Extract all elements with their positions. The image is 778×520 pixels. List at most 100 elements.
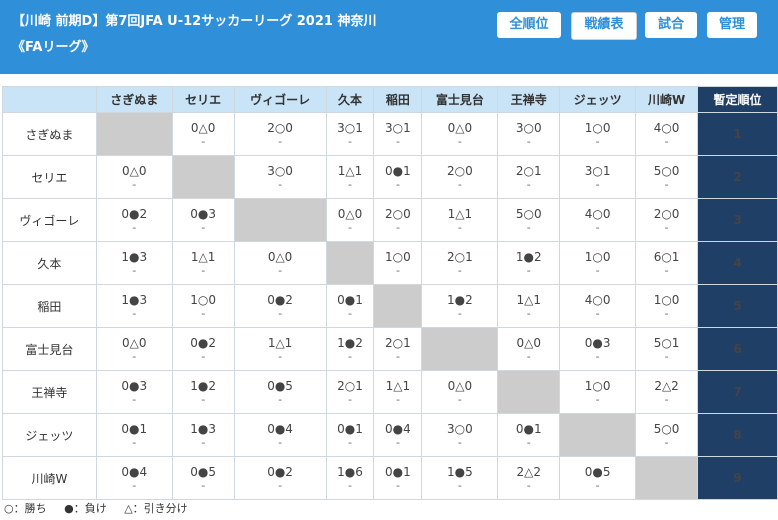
results-table: さぎぬま セリエ ヴィゴーレ 久本 稲田 富士見台 王禅寺 ジェッツ 川崎W 暫定順位 さぎぬま 0… [2, 86, 778, 500]
second-leg-text: - [278, 393, 283, 406]
team-name[interactable]: 久本 [2, 241, 97, 285]
result-cell[interactable]: 1○0- [635, 284, 699, 328]
result-cell[interactable]: 0●4- [373, 413, 423, 457]
result-cell[interactable]: 0●1- [325, 284, 375, 328]
result-cell[interactable]: 2○0- [635, 198, 699, 242]
result-cell[interactable]: 0△0- [421, 370, 499, 414]
result-cell[interactable]: 4○0- [635, 112, 699, 156]
result-cell[interactable]: 0●1- [373, 155, 423, 199]
result-cell[interactable]: 2○1- [421, 241, 499, 285]
second-leg-text: - [664, 436, 669, 449]
result-cell[interactable]: 5○0- [635, 155, 699, 199]
result-cell[interactable]: 1△1- [233, 327, 327, 371]
result-cell[interactable]: 0●1- [95, 413, 173, 457]
result-cell[interactable]: 3○1- [559, 155, 637, 199]
result-cell[interactable]: 2△2- [497, 456, 561, 500]
team-name[interactable]: セリエ [2, 155, 97, 199]
rank-cell: 4 [697, 241, 778, 285]
result-cell[interactable]: 1○0- [559, 112, 637, 156]
result-cell[interactable]: 5○0- [635, 413, 699, 457]
result-cell[interactable]: 2○1- [373, 327, 423, 371]
team-name[interactable]: 川崎W [2, 456, 97, 500]
result-cell[interactable]: 0●5- [171, 456, 235, 500]
result-cell[interactable]: 1△1- [325, 155, 375, 199]
result-cell[interactable]: 0△0- [233, 241, 327, 285]
table-header-row: さぎぬま セリエ ヴィゴーレ 久本 稲田 富士見台 王禅寺 ジェッツ 川崎W 暫定順位 [2, 86, 778, 113]
result-cell[interactable]: 2○0- [373, 198, 423, 242]
result-cell[interactable]: 2○1- [325, 370, 375, 414]
result-cell[interactable]: 0●2- [171, 327, 235, 371]
result-cell[interactable]: 0△0- [95, 155, 173, 199]
result-cell[interactable]: 1●2- [421, 284, 499, 328]
result-cell[interactable]: 0●5- [559, 456, 637, 500]
result-cell[interactable]: 0△0- [171, 112, 235, 156]
score-text: 0●3 [584, 336, 611, 350]
result-cell[interactable]: 3○0- [421, 413, 499, 457]
result-cell[interactable]: 3○0- [233, 155, 327, 199]
team-name[interactable]: さぎぬま [2, 112, 97, 156]
result-cell[interactable]: 0●2- [233, 456, 327, 500]
result-cell[interactable]: 0△0- [421, 112, 499, 156]
result-cell[interactable]: 1△1- [373, 370, 423, 414]
result-cell[interactable]: 0△0- [325, 198, 375, 242]
result-cell[interactable]: 0●3- [171, 198, 235, 242]
second-leg-text: - [595, 221, 600, 234]
result-cell[interactable]: 3○0- [497, 112, 561, 156]
nav-admin-button[interactable]: 管理 [707, 12, 757, 38]
result-cell[interactable]: 1●2- [325, 327, 375, 371]
second-leg-text: - [395, 479, 400, 492]
team-name[interactable]: 富士見台 [2, 327, 97, 371]
score-text: 0●1 [385, 164, 411, 178]
result-cell[interactable]: 4○0- [559, 284, 637, 328]
result-cell[interactable]: 2○1- [497, 155, 561, 199]
result-cell[interactable]: 3○1- [325, 112, 375, 156]
result-cell[interactable]: 3○1- [373, 112, 423, 156]
result-cell[interactable]: 4○0- [559, 198, 637, 242]
result-cell[interactable]: 2○0- [233, 112, 327, 156]
score-text: 0●3 [121, 379, 148, 393]
result-cell[interactable]: 1●2- [497, 241, 561, 285]
result-cell[interactable]: 1○0- [373, 241, 423, 285]
result-cell[interactable]: 1△1- [171, 241, 235, 285]
result-cell[interactable]: 0●1- [325, 413, 375, 457]
nav-all-rankings-button[interactable]: 全順位 [497, 12, 561, 38]
result-cell[interactable]: 5○1- [635, 327, 699, 371]
result-cell[interactable]: 2○0- [421, 155, 499, 199]
result-cell[interactable]: 0●2- [95, 198, 173, 242]
result-cell[interactable]: 1△1- [497, 284, 561, 328]
result-cell[interactable]: 1○0- [559, 370, 637, 414]
result-cell[interactable]: 1●6- [325, 456, 375, 500]
result-cell[interactable]: 0●1- [497, 413, 561, 457]
team-name[interactable]: 稲田 [2, 284, 97, 328]
result-cell[interactable]: 1○0- [171, 284, 235, 328]
nav-results-table-button[interactable]: 戦績表 [571, 12, 637, 40]
nav-matches-button[interactable]: 試合 [645, 12, 697, 38]
result-cell[interactable]: 0△0- [95, 327, 173, 371]
second-leg-text: - [526, 479, 531, 492]
result-cell[interactable]: 1●3- [95, 284, 173, 328]
result-cell[interactable]: 1●3- [95, 241, 173, 285]
result-cell[interactable]: 1●2- [171, 370, 235, 414]
result-cell[interactable]: 0●5- [233, 370, 327, 414]
result-cell[interactable]: 0●2- [233, 284, 327, 328]
team-name[interactable]: 王禅寺 [2, 370, 97, 414]
result-cell[interactable]: 0●4- [95, 456, 173, 500]
score-text: 2△2 [516, 465, 542, 479]
result-cell[interactable]: 0●1- [373, 456, 423, 500]
result-cell[interactable]: 0●3- [95, 370, 173, 414]
column-header: 王禅寺 [497, 86, 561, 113]
score-text: 2○0 [267, 121, 293, 135]
result-cell[interactable]: 5○0- [497, 198, 561, 242]
result-cell[interactable]: 2△2- [635, 370, 699, 414]
result-cell[interactable]: 6○1- [635, 241, 699, 285]
result-cell[interactable]: 1●3- [171, 413, 235, 457]
result-cell[interactable]: 1△1- [421, 198, 499, 242]
result-cell[interactable]: 0●4- [233, 413, 327, 457]
result-cell[interactable]: 1○0- [559, 241, 637, 285]
team-name[interactable]: ヴィゴーレ [2, 198, 97, 242]
second-leg-text: - [595, 264, 600, 277]
result-cell[interactable]: 1●5- [421, 456, 499, 500]
result-cell[interactable]: 0●3- [559, 327, 637, 371]
team-name[interactable]: ジェッツ [2, 413, 97, 457]
result-cell[interactable]: 0△0- [497, 327, 561, 371]
